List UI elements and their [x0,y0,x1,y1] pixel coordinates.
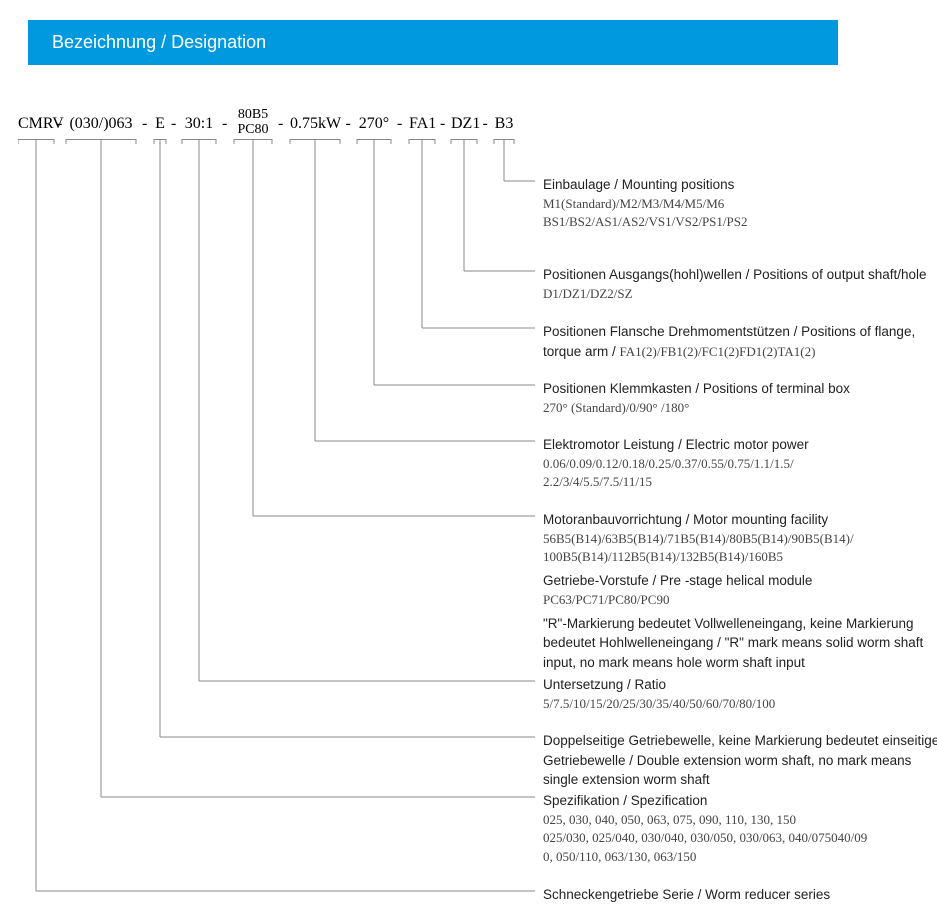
code-segment-s4: 80B5PC80 [234,107,272,138]
desc-d0: Schneckengetriebe Serie / Worm reducer s… [543,885,937,905]
desc-d6-title: Positionen Klemmkasten / Positions of te… [543,379,937,399]
desc-d0-title: Schneckengetriebe Serie / Worm reducer s… [543,885,937,905]
desc-d4-extra-0-line-0: PC63/PC71/PC80/PC90 [543,591,937,610]
code-segment-s8: DZ1 [451,115,480,133]
underline-s1 [66,139,136,140]
desc-d1-title: Spezifikation / Spezification [543,791,937,811]
designation-diagram: CMRV(030/)063-E-30:1-80B5PC80-0.75kW-270… [18,115,937,855]
desc-d3-title: Untersetzung / Ratio [543,675,937,695]
desc-d1-line-0: 025, 030, 040, 050, 063, 075, 090, 110, … [543,811,937,830]
separator-dash-6: - [346,115,351,133]
separator-dash-1: - [57,115,62,133]
desc-d3-line-0: 5/7.5/10/15/20/25/30/35/40/50/60/70/80/1… [543,695,937,714]
underline-s0 [18,139,54,140]
desc-d5-title: Elektromotor Leistung / Electric motor p… [543,435,937,455]
desc-d6: Positionen Klemmkasten / Positions of te… [543,379,937,417]
underline-s5 [290,139,340,140]
separator-dash-8: - [440,115,445,133]
code-segment-s1: (030/)063 [66,115,136,133]
desc-d9-line-1: BS1/BS2/AS1/AS2/VS1/VS2/PS1/PS2 [543,213,937,232]
desc-d4-extra-1-plain: "R"-Markierung bedeutet Vollwelleneingan… [543,614,937,673]
desc-d8-line-0: D1/DZ1/DZ2/SZ [543,285,937,304]
desc-d5-line-0: 0.06/0.09/0.12/0.18/0.25/0.37/0.55/0.75/… [543,455,937,474]
desc-d1-line-1: 025/030, 025/040, 030/040, 030/050, 030/… [543,829,937,848]
desc-d8: Positionen Ausgangs(hohl)wellen / Positi… [543,265,937,303]
desc-d4-line-0: 56B5(B14)/63B5(B14)/71B5(B14)/80B5(B14)/… [543,530,937,549]
underline-s4 [234,139,272,140]
desc-d7-title: Positionen Flansche Drehmomentstützen / … [543,322,937,361]
separator-dash-4: - [222,115,227,133]
separator-dash-7: - [397,115,402,133]
code-segment-s2: E [154,115,166,133]
separator-dash-9: - [483,115,488,133]
code-segment-s3: 30:1 [182,115,216,133]
header-bar: Bezeichnung / Designation [28,20,838,65]
code-segment-s9: B3 [494,115,514,133]
code-segment-s4-top: 80B5 [234,107,272,122]
header-title: Bezeichnung / Designation [52,32,266,52]
desc-d4-extra-0-title: Getriebe-Vorstufe / Pre -stage helical m… [543,571,937,591]
desc-d1: Spezifikation / Spezification025, 030, 0… [543,791,937,867]
desc-d6-line-0: 270° (Standard)/0/90° /180° [543,399,937,418]
underline-s6 [357,139,391,140]
code-segment-s4-bot: PC80 [234,122,272,137]
code-segment-s7: FA1 [409,115,436,133]
separator-dash-5: - [278,115,283,133]
desc-d4-title: Motoranbauvorrichtung / Motor mounting f… [543,510,937,530]
underline-s2 [154,139,166,140]
desc-d3: Untersetzung / Ratio5/7.5/10/15/20/25/30… [543,675,937,713]
underline-s3 [182,139,216,140]
desc-d1-line-2: 0, 050/110, 063/130, 063/150 [543,848,937,867]
desc-d8-title: Positionen Ausgangs(hohl)wellen / Positi… [543,265,937,285]
desc-d7: Positionen Flansche Drehmomentstützen / … [543,322,937,361]
code-segment-s5: 0.75kW [290,115,341,133]
underline-s9 [494,139,514,140]
desc-d2-plain: Doppelseitige Getriebewelle, keine Marki… [543,731,937,790]
desc-d4: Motoranbauvorrichtung / Motor mounting f… [543,510,937,672]
desc-d9-line-0: M1(Standard)/M2/M3/M4/M5/M6 [543,195,937,214]
desc-d2: Doppelseitige Getriebewelle, keine Marki… [543,731,937,790]
desc-d4-line-1: 100B5(B14)/112B5(B14)/132B5(B14)/160B5 [543,548,937,567]
desc-d9: Einbaulage / Mounting positionsM1(Standa… [543,175,937,232]
code-segment-s6: 270° [357,115,391,133]
desc-d5: Elektromotor Leistung / Electric motor p… [543,435,937,492]
underline-s7 [409,139,435,140]
desc-d7-title-serif: FA1(2)/FB1(2)/FC1(2)FD1(2)TA1(2) [620,344,816,359]
separator-dash-2: - [142,115,147,133]
separator-dash-3: - [171,115,176,133]
desc-d9-title: Einbaulage / Mounting positions [543,175,937,195]
underline-s8 [451,139,477,140]
desc-d5-line-1: 2.2/3/4/5.5/7.5/11/15 [543,473,937,492]
